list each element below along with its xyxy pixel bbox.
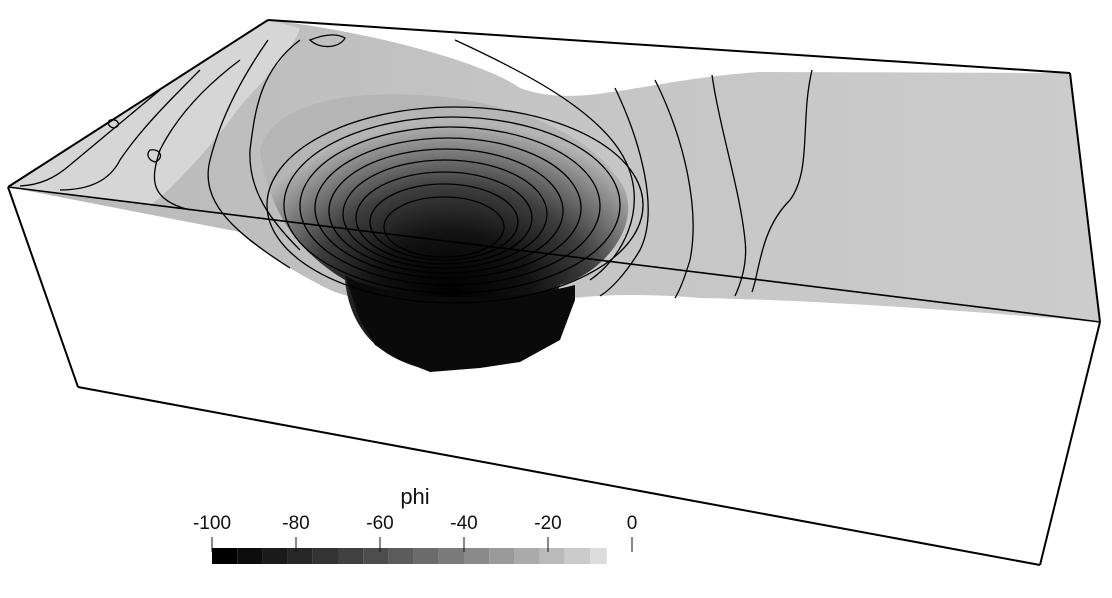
bounding-box-back — [7, 186, 1101, 566]
colorbar-band — [212, 548, 238, 564]
colorbar-band — [312, 548, 338, 564]
colorbar-band — [237, 548, 263, 564]
contour-line — [308, 34, 346, 48]
contour-line — [59, 69, 201, 191]
contour-line — [207, 39, 291, 269]
colorbar-band — [464, 548, 490, 564]
colorbar-band — [489, 548, 515, 564]
box-edge — [267, 19, 1071, 74]
bounding-box-front — [7, 19, 1101, 323]
contour-line — [249, 39, 301, 251]
contour-line — [599, 87, 649, 297]
colorbar-legend: phi -100 -80 -60 -40 -20 0 — [193, 484, 637, 564]
colorbar-band — [438, 548, 464, 564]
contour-line — [355, 171, 533, 265]
contour-lines — [19, 34, 813, 304]
colorbar-tick-label: 0 — [627, 513, 638, 534]
contour-line — [751, 69, 813, 293]
surface-left-noise — [8, 20, 300, 205]
box-edge — [1069, 72, 1101, 323]
colorbar-tick-label: -60 — [366, 513, 393, 534]
colorbar-tick-label: -40 — [450, 513, 477, 534]
colorbar-tick-label: -80 — [282, 513, 309, 534]
contour-line — [342, 159, 548, 269]
colorbar-band — [539, 548, 565, 564]
colorbar-band — [262, 548, 288, 564]
colorbar-ticks: -100 -80 -60 -40 -20 0 — [193, 513, 637, 552]
contour-line — [266, 106, 644, 304]
contour-line — [314, 137, 582, 279]
contour-line — [654, 79, 694, 299]
colorbar-band — [590, 548, 607, 564]
colorbar-band — [413, 548, 439, 564]
box-edge — [7, 19, 269, 188]
colorbar-bands — [212, 548, 607, 564]
contour-line — [147, 149, 162, 163]
contour-line — [153, 59, 241, 211]
box-edge — [7, 186, 1101, 323]
colorbar-band — [287, 548, 313, 564]
contour-line — [328, 148, 564, 274]
colorbar-band — [338, 548, 364, 564]
box-edge — [7, 186, 79, 388]
contour-line — [454, 39, 635, 281]
contour-line — [19, 89, 161, 187]
deformed-surface — [8, 20, 1100, 372]
box-edge — [1039, 321, 1101, 566]
colorbar-band — [514, 548, 540, 564]
box-edge — [77, 386, 1041, 566]
colorbar-tick-label: -20 — [534, 513, 561, 534]
contour-line — [299, 126, 601, 286]
colorbar-band — [564, 548, 590, 564]
contour-line — [369, 183, 519, 261]
colorbar-band — [388, 548, 414, 564]
contour-line — [283, 116, 621, 294]
colorbar-band — [363, 548, 389, 564]
colorbar-title: phi — [400, 484, 429, 509]
colorbar-tick-label: -100 — [193, 513, 231, 534]
contour-line — [383, 196, 505, 258]
